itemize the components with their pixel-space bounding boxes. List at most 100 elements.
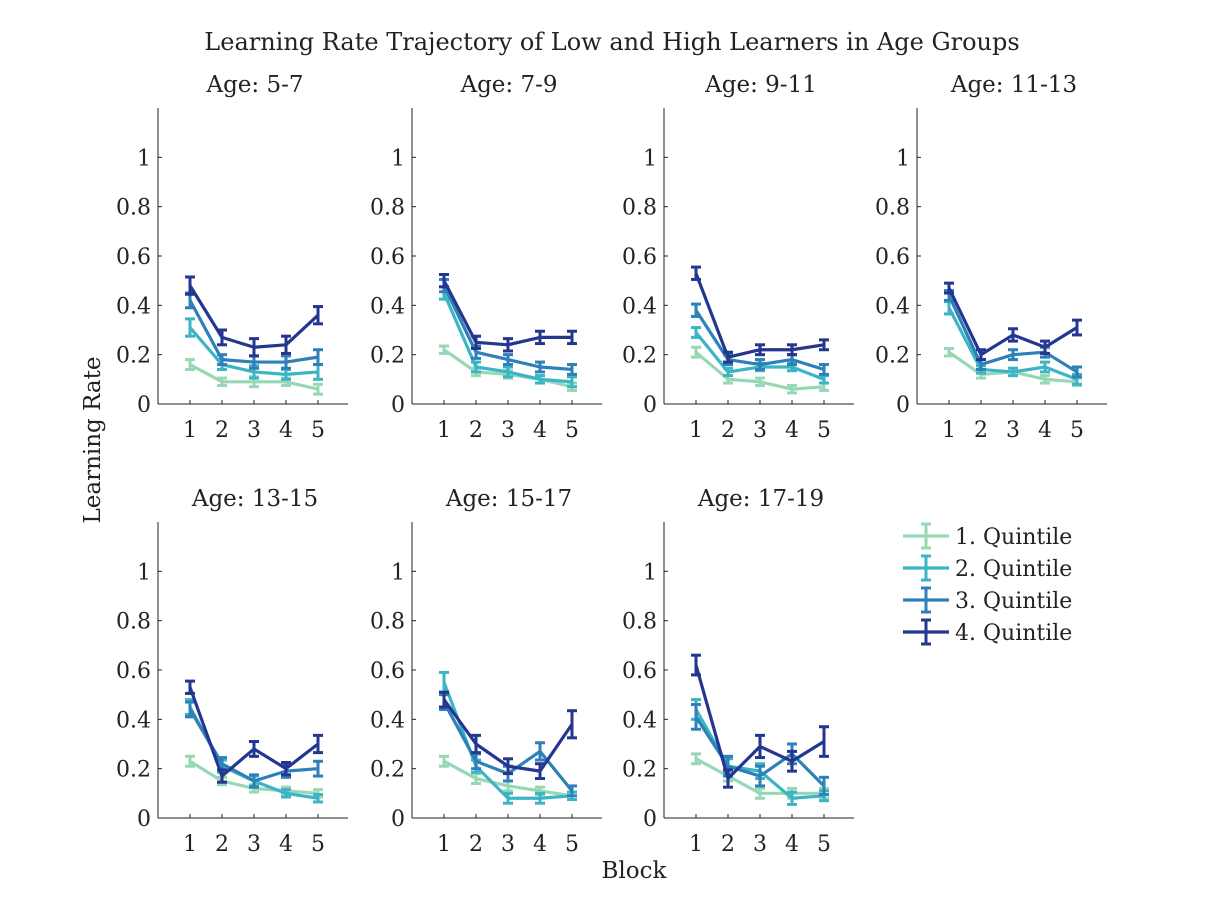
legend-label: 4. Quintile [955,621,1072,646]
error-bar [471,360,481,374]
error-bar [567,329,577,346]
error-bar [1040,374,1050,385]
x-tick-label: 1 [437,832,451,857]
panel-title: Age: 5-7 [205,72,303,98]
x-tick-label: 3 [753,418,767,443]
y-tick-label: 0.4 [116,294,151,319]
panel-age-1: Age: 5-700.20.40.60.811 2 3 4 5 [116,72,348,443]
y-tick-label: 0 [896,393,910,418]
error-bar [819,363,829,376]
y-tick-label: 0.6 [622,245,657,270]
series-quintile-4 [185,679,323,784]
legend-item: 2. Quintile [903,554,1072,582]
series-quintile-4 [439,273,577,353]
y-tick-label: 0 [643,807,657,832]
panel-title: Age: 11-13 [950,72,1077,98]
y-tick-label: 0.8 [622,610,657,635]
y-tick-label: 0.2 [370,758,405,783]
error-bar [819,775,829,797]
error-bar [535,762,545,781]
error-bar [944,281,954,295]
error-bar [723,366,733,378]
x-tick-label: 5 [817,418,831,443]
panel-title: Age: 17-19 [697,486,824,512]
y-tick-label: 0.6 [116,659,151,684]
y-tick-label: 0.2 [370,344,405,369]
y-tick-label: 0.4 [875,294,910,319]
y-tick-label: 1 [896,146,910,171]
series-quintile-4 [691,265,829,364]
x-tick-label: 1 [437,418,451,443]
y-tick-label: 0.4 [116,708,151,733]
error-bar [503,337,513,353]
y-tick-label: 0.6 [116,245,151,270]
error-bar [185,317,195,338]
x-tick-label: 3 [247,832,261,857]
error-bar [313,305,323,326]
x-tick-label: 3 [501,832,515,857]
panel-title: Age: 15-17 [445,486,572,512]
x-tick-label: 5 [1070,418,1084,443]
y-tick-label: 0.8 [370,196,405,221]
error-bar [755,358,765,371]
y-tick-label: 0.6 [370,659,405,684]
y-tick-label: 0.2 [875,344,910,369]
legend-item: 4. Quintile [903,618,1072,646]
y-tick-label: 1 [391,146,405,171]
error-bar [313,382,323,396]
legend-label: 1. Quintile [955,525,1072,550]
error-bar [1040,339,1050,355]
y-tick-label: 0.2 [622,344,657,369]
series-quintile-4 [691,653,829,789]
y-tick-label: 1 [137,146,151,171]
x-tick-label: 2 [469,832,483,857]
series-line [188,686,319,778]
error-bar [185,679,195,695]
x-tick-label: 4 [785,832,799,857]
error-bar [691,265,701,281]
y-tick-label: 1 [643,560,657,585]
x-axis-label: Block [602,858,668,884]
series-quintile-4 [439,690,577,781]
error-bar [1040,360,1050,374]
error-bar [1072,365,1082,379]
x-tick-label: 3 [247,418,261,443]
x-tick-label: 5 [565,832,579,857]
error-bar [1072,318,1082,337]
error-bar [1008,327,1018,343]
x-tick-label: 3 [1006,418,1020,443]
error-bar [313,733,323,755]
panel-title: Age: 7-9 [459,72,557,98]
y-tick-label: 0 [643,393,657,418]
y-tick-label: 0 [137,807,151,832]
error-bar [281,334,291,355]
error-bar [281,788,291,799]
x-tick-label: 5 [565,418,579,443]
x-tick-label: 5 [817,832,831,857]
error-bar [185,358,195,371]
y-tick-label: 0.2 [116,344,151,369]
series-quintile-3 [185,291,323,370]
error-bar [819,725,829,758]
y-tick-label: 0.8 [370,610,405,635]
error-bar [535,374,545,385]
error-bar [787,343,797,357]
panel-age-2: Age: 7-900.20.40.60.811 2 3 4 5 [370,72,602,443]
y-tick-label: 0.4 [370,294,405,319]
x-tick-label: 4 [533,832,547,857]
x-tick-label: 1 [689,418,703,443]
y-tick-label: 0 [391,807,405,832]
error-bar [535,360,545,374]
panel-title: Age: 9-11 [704,72,817,98]
error-bar [755,786,765,800]
x-tick-label: 2 [215,418,229,443]
error-bar [755,376,765,387]
x-tick-label: 3 [753,832,767,857]
x-tick-label: 5 [311,418,325,443]
